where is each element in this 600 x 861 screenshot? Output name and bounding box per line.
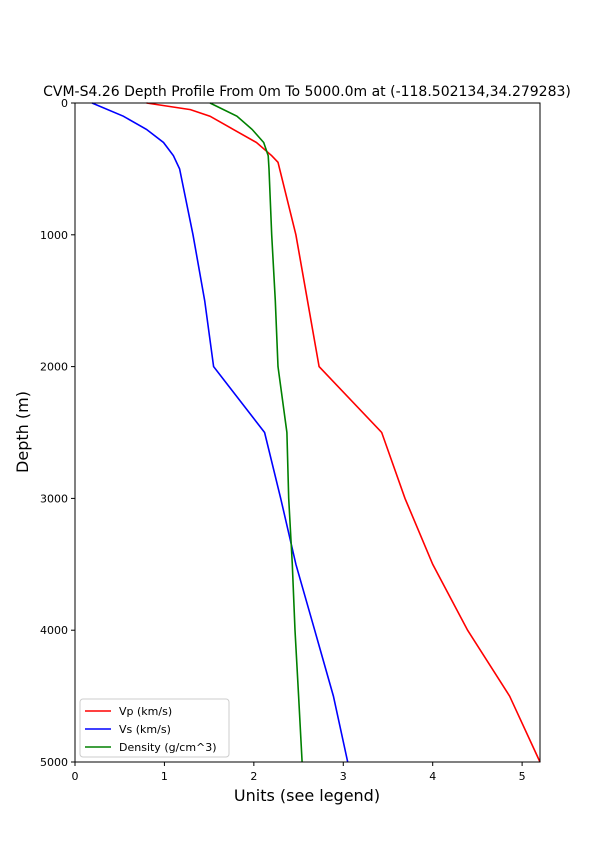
chart-title: CVM-S4.26 Depth Profile From 0m To 5000.… (43, 84, 571, 100)
x-tick-label: 2 (250, 770, 257, 783)
legend-label: Vs (km/s) (119, 723, 171, 736)
plot-area: 0 1 2 3 4 5 0 1000 2000 3000 4000 5000 Vp (km/s) Vs (… (40, 97, 541, 783)
series-line-0 (146, 102, 541, 763)
x-tick-label: 5 (519, 770, 526, 783)
y-tick-label: 1000 (40, 229, 68, 242)
y-tick-label: 4000 (40, 624, 68, 637)
x-tick-label: 1 (161, 770, 168, 783)
y-tick-label: 5000 (40, 756, 68, 769)
x-tick-label: 4 (429, 770, 436, 783)
y-tick-label: 3000 (40, 492, 68, 505)
legend-label: Density (g/cm^3) (119, 741, 217, 754)
legend-box (79, 698, 230, 758)
x-tick-label: 3 (340, 770, 347, 783)
series-line-2 (209, 102, 303, 763)
series-line-1 (91, 102, 349, 763)
y-axis-label: Depth (m) (13, 391, 32, 473)
x-axis-label: Units (see legend) (234, 786, 380, 805)
y-tick-label: 0 (61, 97, 68, 110)
legend-label: Vp (km/s) (119, 705, 172, 718)
y-tick-label: 2000 (40, 361, 68, 374)
x-tick-label: 0 (72, 770, 79, 783)
plot-frame (74, 102, 541, 763)
